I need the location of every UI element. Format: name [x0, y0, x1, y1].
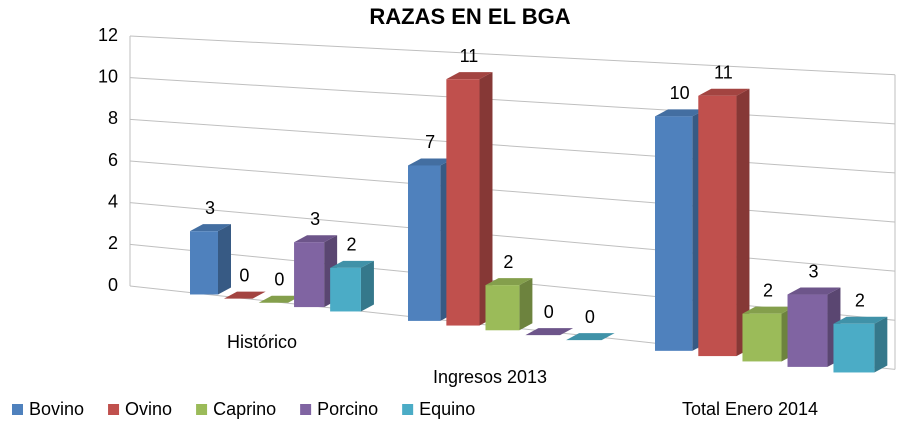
- data-label: 3: [310, 209, 320, 229]
- bar: [190, 231, 218, 295]
- bar-top: [655, 109, 706, 117]
- bar: [698, 95, 737, 357]
- grid-line: [129, 160, 896, 223]
- bar-top: [566, 333, 615, 341]
- bar-top: [224, 291, 266, 299]
- data-label: 11: [460, 46, 479, 66]
- data-label: 11: [714, 62, 733, 82]
- legend-label: Bovino: [29, 399, 84, 419]
- data-label: 2: [855, 291, 865, 311]
- data-label: 0: [274, 270, 284, 290]
- bar-top: [787, 287, 841, 295]
- bar-side: [874, 316, 888, 373]
- bar-top: [190, 224, 231, 232]
- bar: [408, 165, 441, 321]
- bar-top: [294, 235, 338, 243]
- grid-line: [129, 35, 896, 76]
- legend-swatch: [108, 404, 120, 415]
- y-tick-label: 8: [108, 108, 118, 128]
- data-label: 0: [585, 307, 595, 327]
- bar-top: [833, 316, 888, 324]
- data-label: 7: [425, 132, 435, 152]
- bar-side: [519, 278, 533, 331]
- data-label: 2: [347, 235, 357, 255]
- bar: [330, 267, 361, 312]
- data-label: 3: [205, 198, 215, 218]
- bar-side: [479, 72, 493, 326]
- legend-swatch: [12, 404, 23, 415]
- bar-side: [736, 88, 750, 357]
- y-tick-label: 12: [98, 25, 118, 45]
- data-label: 10: [670, 83, 690, 103]
- bar-side: [360, 260, 374, 312]
- data-label: 2: [763, 280, 773, 300]
- bar: [742, 313, 782, 362]
- bar: [787, 294, 828, 367]
- bar: [446, 79, 480, 326]
- bar-side: [218, 224, 231, 295]
- legend-label: Porcino: [317, 399, 378, 419]
- x-tick-label: Histórico: [227, 332, 297, 352]
- legend-swatch: [300, 404, 312, 415]
- data-label: 0: [239, 265, 249, 285]
- grid-line: [129, 202, 896, 272]
- legend-label: Ovino: [125, 399, 172, 419]
- legend-swatch: [402, 404, 414, 415]
- y-tick-label: 2: [108, 233, 118, 253]
- data-label: 0: [544, 302, 554, 322]
- bar: [294, 242, 325, 308]
- bar-top: [485, 278, 533, 286]
- x-tick-label: Ingresos 2013: [433, 367, 547, 387]
- legend-swatch: [196, 404, 208, 415]
- bar-top: [742, 306, 795, 314]
- grid-line: [129, 77, 896, 125]
- legend-label: Equino: [419, 399, 475, 419]
- bar: [655, 116, 693, 351]
- y-tick-label: 6: [108, 150, 118, 170]
- chart-title: RAZAS EN EL BGA: [369, 4, 570, 29]
- bar: [485, 285, 520, 331]
- bar-top: [258, 295, 302, 303]
- grid-line: [129, 118, 896, 174]
- data-label: 3: [808, 261, 818, 281]
- bar-top: [446, 72, 493, 80]
- bar-top: [408, 158, 454, 166]
- bar-top: [698, 88, 750, 96]
- bar-top: [330, 260, 374, 268]
- x-tick-label: Total Enero 2014: [682, 399, 818, 419]
- data-label: 2: [503, 252, 513, 272]
- bar-top: [525, 328, 574, 336]
- legend-label: Caprino: [213, 399, 276, 419]
- y-tick-label: 10: [98, 66, 118, 86]
- bar: [833, 323, 875, 373]
- y-tick-label: 4: [108, 191, 118, 211]
- y-tick-label: 0: [108, 275, 118, 295]
